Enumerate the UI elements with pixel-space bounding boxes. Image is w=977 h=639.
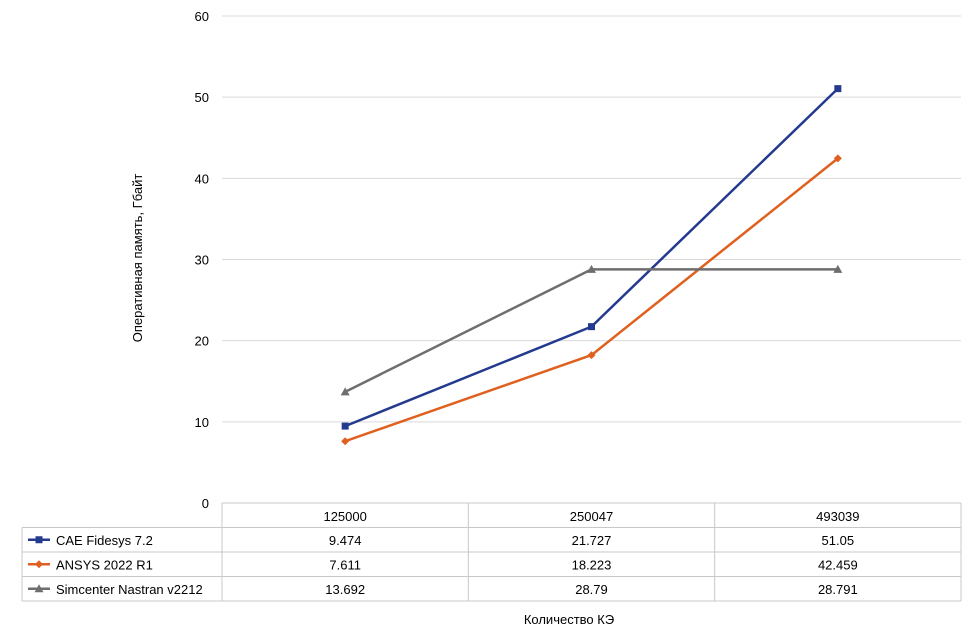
series-line [344, 157, 839, 443]
series-lines [340, 85, 843, 446]
y-tick-label: 40 [195, 171, 209, 186]
series-line [344, 87, 839, 428]
y-tick-label: 50 [195, 90, 209, 105]
x-tick-label: 250047 [570, 509, 613, 524]
data-table: 125000 250047 493039 CAE Fidesys 7.2 9.474 21… [21, 502, 962, 602]
data-label: 18.223 [572, 557, 612, 572]
data-label: 7.611 [329, 557, 361, 572]
legend-marker [35, 560, 43, 569]
y-tick-label: 30 [195, 253, 209, 268]
y-tick-label: 10 [195, 415, 209, 430]
y-tick-label: 20 [195, 334, 209, 349]
data-point [587, 264, 596, 273]
series-line [344, 268, 838, 393]
x-axis-title: Количество КЭ [524, 612, 614, 627]
legend-marker [35, 536, 43, 544]
data-point [833, 264, 843, 273]
data-label: 9.474 [329, 533, 362, 548]
data-label: 42.459 [818, 557, 858, 572]
legend-entry: CAE Fidesys 7.2 [56, 533, 153, 548]
data-label: 13.692 [325, 582, 365, 597]
legend-marker [34, 584, 44, 593]
data-label: 28.791 [818, 582, 858, 597]
data-label: 51.05 [822, 533, 855, 548]
data-point [587, 351, 596, 360]
data-point [341, 437, 350, 446]
y-tick-label: 60 [195, 9, 209, 24]
data-point [340, 387, 350, 396]
data-label: 21.727 [572, 533, 612, 548]
data-point [341, 422, 349, 430]
x-tick-label: 493039 [816, 509, 859, 524]
y-axis-title: Оперативная память, Гбайт [130, 174, 145, 343]
data-point [834, 85, 842, 93]
y-tick-label: 0 [202, 496, 209, 511]
x-tick-label: 125000 [323, 509, 366, 524]
data-point [588, 323, 595, 331]
gridlines [222, 15, 961, 423]
data-point [833, 154, 842, 163]
legend-entry: Simcenter Nastran v2212 [56, 582, 203, 597]
legend-entry: ANSYS 2022 R1 [56, 557, 153, 572]
data-label: 28.79 [575, 582, 608, 597]
y-axis-ticks: 0 10 20 30 40 50 60 [195, 9, 209, 511]
